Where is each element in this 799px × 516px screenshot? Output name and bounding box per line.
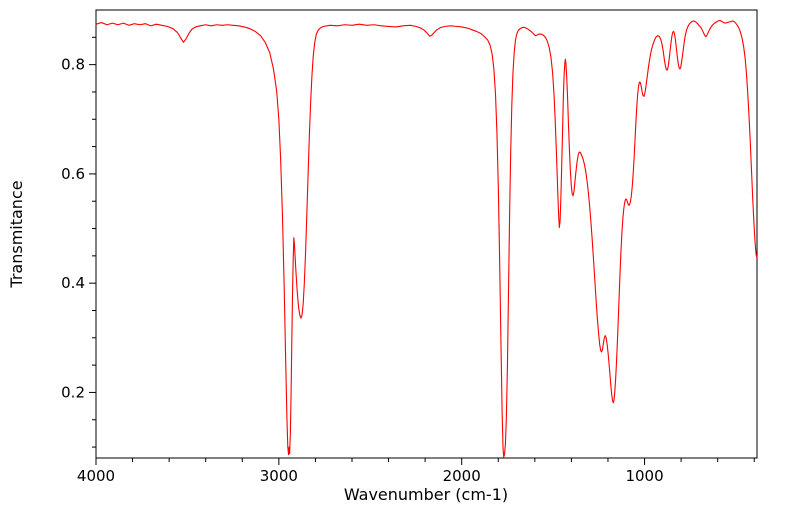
x-tick-label: 2000 [443,467,481,485]
x-tick-label: 1000 [625,467,663,485]
y-tick-label: 0.8 [61,56,85,74]
x-tick-label: 3000 [260,467,298,485]
plot-area: 4000 3000 2000 1000 0.2 0.4 0.6 0.8 [61,9,758,485]
y-axis-label: Transmitance [7,180,26,288]
x-tick-label: 4000 [77,467,115,485]
y-tick-label: 0.2 [61,383,85,401]
x-axis-label: Wavenumber (cm-1) [344,485,508,504]
spectrum-line [95,19,758,458]
plot-frame [95,9,758,459]
y-tick-label: 0.4 [61,274,85,292]
y-tick-label: 0.6 [61,165,85,183]
